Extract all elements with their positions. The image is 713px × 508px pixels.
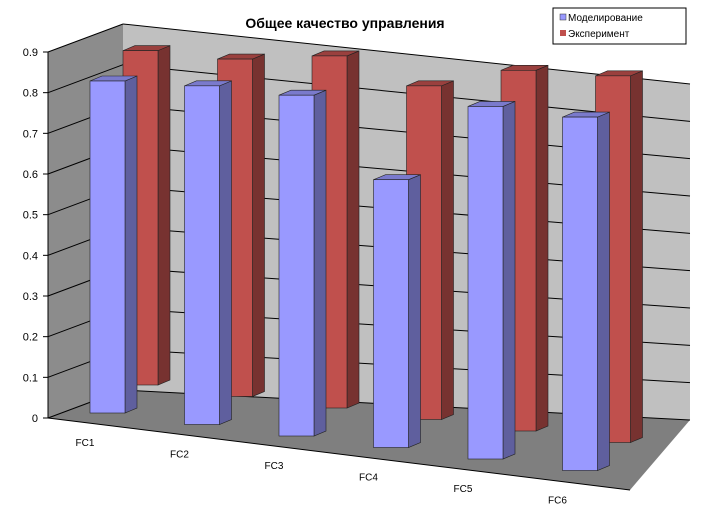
bar-modeling-FC5: [467, 106, 504, 460]
gridline-side: [47, 23, 124, 53]
bar-modeling-FC5-side: [502, 100, 516, 460]
y-tick-label: 0.1: [23, 372, 38, 384]
y-tick-label: 0.6: [23, 169, 38, 181]
x-tick-label: FC6: [548, 496, 567, 507]
x-tick-label: FC1: [76, 438, 95, 449]
bar-modeling-FC3: [278, 94, 315, 437]
bar-experiment-FC5-side: [535, 64, 549, 432]
bar-modeling-FC6-side: [597, 111, 610, 471]
x-tick-label: FC2: [170, 450, 189, 461]
y-tick-label: 0.8: [23, 88, 38, 100]
bar-experiment-FC6-side: [630, 70, 643, 443]
bar-experiment-FC3-side: [346, 50, 360, 409]
legend-swatch-experiment: [560, 30, 566, 36]
bar-experiment-FC4-side: [441, 80, 454, 420]
bar-modeling-FC6: [562, 116, 598, 471]
bar-modeling-FC2-side: [219, 80, 232, 425]
y-tick-label: 0.3: [23, 291, 38, 303]
legend: Моделирование Эксперимент: [552, 7, 687, 45]
y-tick-label: 0.7: [23, 128, 38, 140]
x-axis: [47, 417, 631, 491]
x-tick-label: FC5: [454, 484, 473, 495]
legend-label-experiment: Эксперимент: [568, 29, 630, 40]
gridline-back: [122, 23, 691, 85]
bar-modeling-FC1-side: [124, 75, 138, 414]
y-tick-label: 0.4: [23, 250, 38, 262]
y-tick-label: 0: [32, 413, 38, 425]
x-tick-label: FC4: [359, 473, 378, 484]
chart-title: Общее качество управления: [245, 15, 444, 31]
bar-modeling-FC3-side: [313, 89, 327, 437]
bar-modeling-FC1: [89, 80, 126, 414]
bar-experiment-FC1-side: [157, 45, 171, 386]
bar-modeling-FC4-side: [408, 174, 421, 448]
y-tick-label: 0.9: [23, 47, 38, 59]
bar-experiment-FC2-side: [252, 53, 265, 397]
y-tick-label: 0.5: [23, 210, 38, 222]
bar-modeling-FC4: [373, 179, 409, 448]
gridline-side: [47, 64, 124, 94]
legend-swatch-modeling: [559, 13, 567, 21]
x-tick-label: FC3: [265, 461, 284, 472]
y-tick-label: 0.2: [23, 332, 38, 344]
legend-label-modeling: Моделирование: [568, 13, 643, 24]
legend-box: [552, 7, 687, 45]
bar-modeling-FC2: [184, 85, 220, 425]
